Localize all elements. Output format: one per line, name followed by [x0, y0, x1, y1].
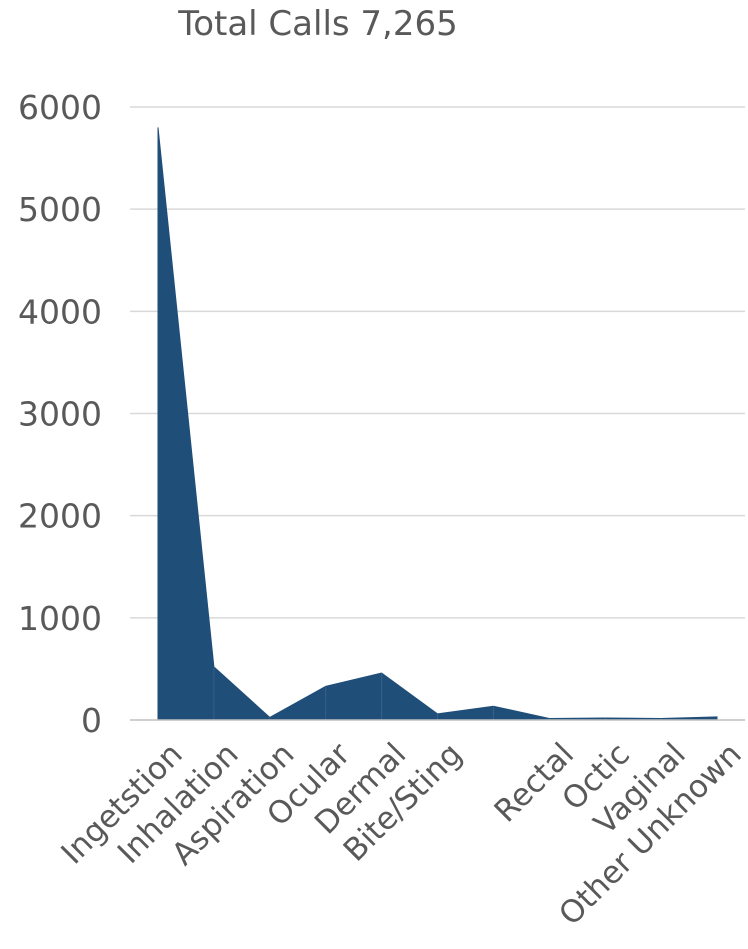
area-series [157, 127, 718, 721]
y-tick-label: 0 [81, 701, 102, 740]
y-tick-label: 6000 [18, 88, 102, 127]
chart-title: Total Calls 7,265 [178, 4, 458, 44]
x-axis-ticks: IngetstionInhalationAspirationOcularDerm… [54, 736, 748, 933]
y-tick-label: 4000 [18, 292, 102, 331]
y-tick-label: 5000 [18, 190, 102, 229]
y-tick-label: 1000 [18, 599, 102, 638]
y-axis-ticks: 0 1000 2000 3000 4000 5000 6000 [18, 88, 102, 740]
y-tick-label: 3000 [18, 395, 102, 434]
gridlines [130, 106, 745, 619]
series-area [157, 127, 718, 721]
y-tick-label: 2000 [18, 497, 102, 536]
